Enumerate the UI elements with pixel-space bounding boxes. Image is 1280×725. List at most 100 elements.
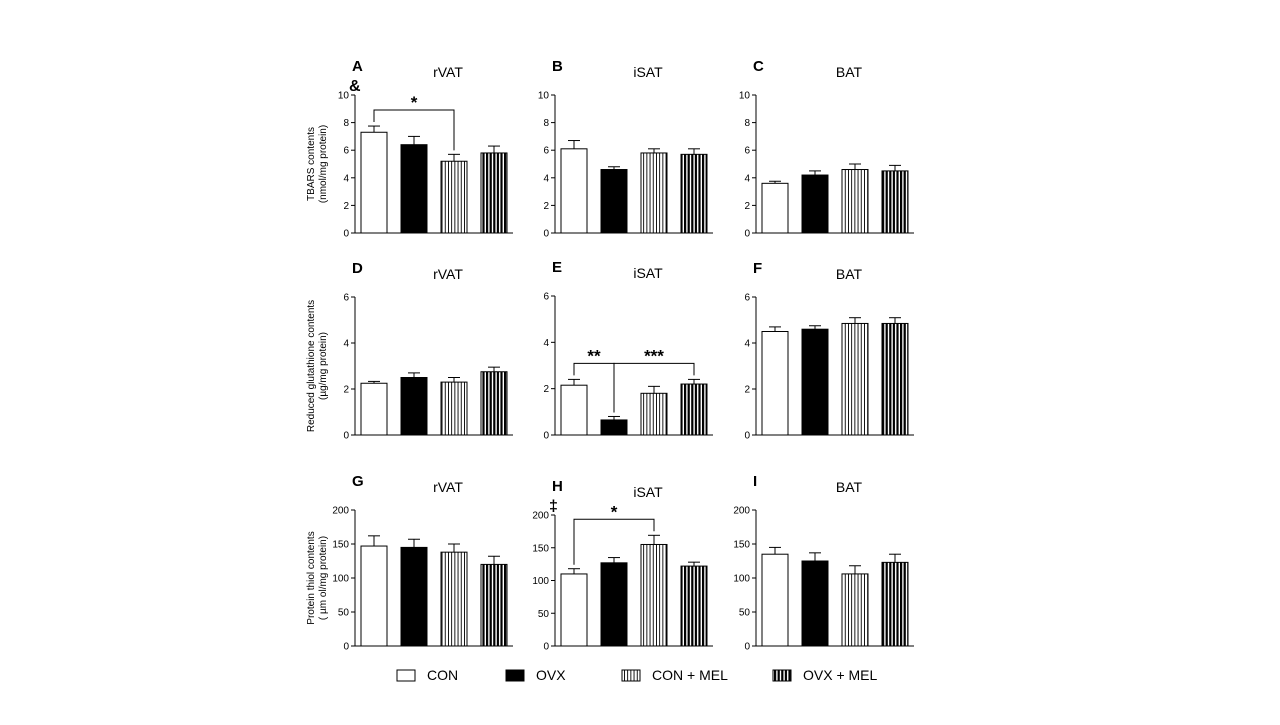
significance-label: *** [644,346,664,365]
y-tick-label: 2 [343,385,349,396]
y-tick-label: 0 [744,229,750,240]
y-axis-label-line: Reduced glutathione contents [306,300,317,432]
legend-label-4: OVX + MEL [803,667,878,683]
y-tick-label: 4 [543,173,549,184]
bar-d-3 [440,381,468,436]
bar-g-1 [360,545,388,647]
y-tick-label: 10 [739,91,751,102]
bar-b-1 [560,148,588,234]
y-tick-label: 8 [543,118,549,129]
legend-swatch-3 [621,669,641,682]
panel-title: iSAT [633,265,663,281]
panel-title: rVAT [433,64,463,80]
bar-h-3 [640,543,668,647]
bar-i-4 [881,561,909,647]
bar-e-1 [560,384,588,436]
bar-b-2 [600,169,628,234]
y-tick-label: 8 [343,118,349,129]
legend-swatch-2 [505,669,525,682]
bar-d-2 [400,377,428,436]
y-tick-label: 0 [343,229,349,240]
panel-title: iSAT [633,484,663,500]
bar-e-3 [640,392,668,436]
panel-mark: ‡ [549,498,558,515]
significance-label: ** [587,346,601,365]
bar-b-4 [680,153,708,234]
y-axis-label-line: Protein thiol contents [306,531,317,624]
y-tick-label: 6 [543,292,549,303]
y-tick-label: 150 [532,543,549,554]
bar-d-1 [360,382,388,436]
y-axis-label: Protein thiol contents( µm ol/mg protein… [306,531,329,624]
panel-f: F BAT 0 2 4 6 [744,260,914,442]
y-tick-label: 4 [744,173,750,184]
y-tick-label: 200 [733,506,750,517]
y-axis-label: Reduced glutathione contents(µg/mg prote… [306,300,329,432]
panel-title: BAT [836,479,863,495]
panel-letter: A [352,58,363,75]
legend-label-2: OVX [536,667,566,683]
bar-d-4 [480,371,508,436]
bar-a-1 [360,131,388,234]
legend-label-3: CON + MEL [652,667,728,683]
bar-g-4 [480,563,508,647]
y-tick-label: 50 [739,608,751,619]
y-tick-label: 2 [744,201,750,212]
y-tick-label: 0 [543,431,549,442]
bar-g-2 [400,546,428,647]
y-tick-label: 50 [338,608,350,619]
bar-a-2 [400,144,428,234]
panel-letter: H [552,478,563,495]
bar-f-4 [881,322,909,436]
y-axis-label-line: (µg/mg protein) [318,332,329,400]
panel-c: C BAT 0 2 4 6 8 10 [739,58,914,240]
significance-label: * [411,93,418,112]
bar-e-4 [680,383,708,436]
significance-bracket [373,109,455,151]
y-tick-label: 4 [543,338,549,349]
panel-title: rVAT [433,479,463,495]
y-tick-label: 2 [343,201,349,212]
bar-h-4 [680,565,708,647]
y-tick-label: 0 [343,642,349,653]
panel-mark: & [349,78,361,95]
y-axis-label-line: ( µm ol/mg protein) [318,536,329,620]
y-tick-label: 150 [332,540,349,551]
y-tick-label: 4 [343,339,349,350]
y-tick-label: 10 [338,91,350,102]
legend-swatch-1 [396,669,416,682]
y-tick-label: 0 [543,229,549,240]
y-tick-label: 4 [343,173,349,184]
legend-label-1: CON [427,667,458,683]
bar-i-2 [801,560,829,647]
panel-title: rVAT [433,266,463,282]
y-tick-label: 6 [744,146,750,157]
bar-c-2 [801,174,829,234]
legend-swatch-4 [772,669,792,682]
y-tick-label: 100 [332,574,349,585]
bar-f-1 [761,331,789,436]
bar-a-4 [480,152,508,234]
y-tick-label: 2 [744,385,750,396]
y-axis-label-line: (nmol/mg protein) [318,125,329,203]
bar-c-3 [841,169,869,234]
y-tick-label: 0 [543,642,549,653]
panel-letter: D [352,260,363,277]
y-tick-label: 6 [543,146,549,157]
y-tick-label: 2 [543,201,549,212]
y-tick-label: 10 [538,91,550,102]
y-tick-label: 6 [744,293,750,304]
y-tick-label: 100 [733,574,750,585]
bar-f-2 [801,328,829,436]
y-tick-label: 100 [532,576,549,587]
y-tick-label: 0 [343,431,349,442]
panel-letter: G [352,473,364,490]
y-tick-label: 200 [332,506,349,517]
bar-b-3 [640,152,668,234]
panel-i: I BAT 0 50 100 150 200 [733,473,914,653]
